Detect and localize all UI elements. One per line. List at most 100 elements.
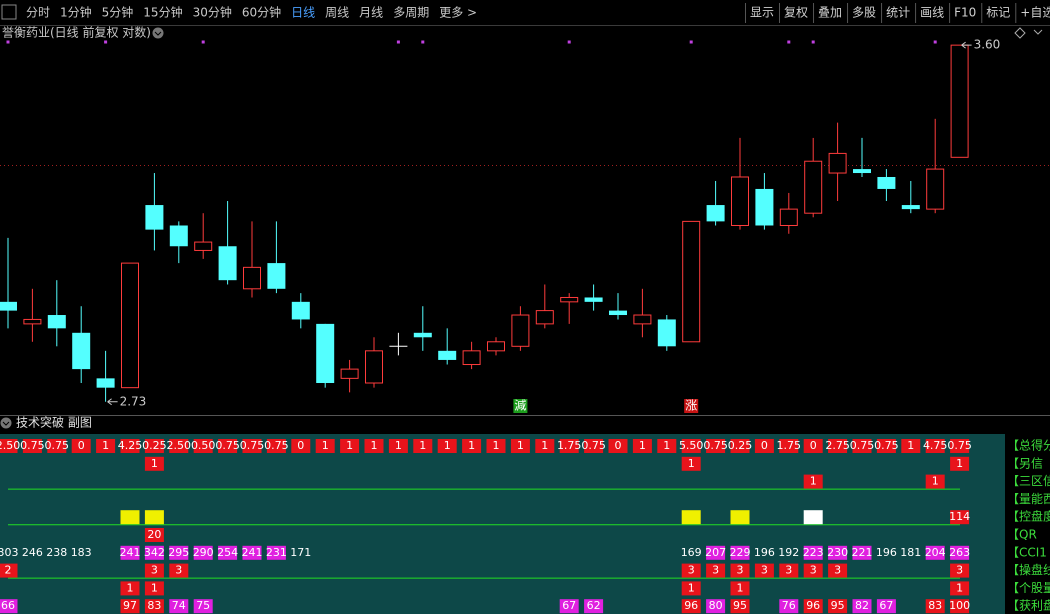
indicator-cell xyxy=(218,439,238,453)
indicator-value: 1 xyxy=(151,581,158,594)
indicator-value: 1 xyxy=(907,439,914,452)
indicator-cell xyxy=(144,528,164,542)
indicator-value: 0 xyxy=(810,439,817,452)
signal-dot xyxy=(104,40,108,44)
indicator-value: 0.75 xyxy=(581,439,606,452)
indicator-cell xyxy=(364,439,384,453)
tool-button[interactable]: 画线 xyxy=(920,6,944,20)
indicator-cell xyxy=(169,545,189,560)
indicator-value: 1 xyxy=(663,439,670,452)
indicator-cell xyxy=(754,563,774,578)
indicator-value: 0 xyxy=(615,439,622,452)
indicator-cell xyxy=(144,439,164,453)
candle-body xyxy=(267,263,286,289)
indicator-cell xyxy=(925,545,945,560)
period-tab[interactable]: 月线 xyxy=(359,6,383,20)
tool-button[interactable]: 统计 xyxy=(886,6,910,20)
extreme-label: 3.60 xyxy=(974,38,1001,52)
indicator-value: 0 xyxy=(78,439,85,452)
indicator-cell xyxy=(291,439,311,453)
period-tab[interactable]: 15分钟 xyxy=(143,5,182,20)
candle-body xyxy=(438,350,457,360)
indicator-cell xyxy=(754,439,774,453)
indicator-value: 1 xyxy=(810,475,817,488)
indicator-value: 0.75 xyxy=(215,439,240,452)
indicator-value: 0.75 xyxy=(45,439,70,452)
tool-button[interactable]: 多股 xyxy=(852,6,876,20)
indicator-cell xyxy=(730,599,750,614)
indicator-label: 【CCI1 xyxy=(1007,545,1047,559)
period-tab[interactable]: 5分钟 xyxy=(102,5,134,20)
indicator-value: 1 xyxy=(395,439,402,452)
indicator-value: 0.75 xyxy=(240,439,265,452)
period-tab[interactable]: 60分钟 xyxy=(242,5,281,20)
indicator-cell xyxy=(950,599,970,614)
indicator-cell xyxy=(950,581,970,596)
indicator-cell xyxy=(71,439,91,453)
signal-dot xyxy=(396,40,400,44)
indicator-cell xyxy=(144,581,164,596)
indicator-value: 192 xyxy=(778,546,799,559)
period-tab[interactable]: 30分钟 xyxy=(193,5,232,20)
indicator-value: 196 xyxy=(754,546,775,559)
period-tab[interactable]: 1分钟 xyxy=(60,5,92,20)
indicator-value: 3 xyxy=(956,564,963,577)
menu-icon[interactable] xyxy=(1,4,17,20)
indicator-value: 66 xyxy=(1,599,15,612)
indicator-cell xyxy=(242,545,262,560)
signal-dot xyxy=(421,40,425,44)
indicator-value: 0.75 xyxy=(264,439,289,452)
tool-button[interactable]: 标记 xyxy=(986,6,1010,20)
indicator-value: 204 xyxy=(925,546,946,559)
indicator-cell xyxy=(120,599,140,614)
indicator-cell xyxy=(681,563,701,578)
signal-dot xyxy=(787,40,791,44)
tool-button[interactable]: 叠加 xyxy=(818,6,842,20)
indicator-cell xyxy=(779,599,799,614)
indicator-value: 3 xyxy=(834,564,841,577)
indicator-value: 1 xyxy=(127,581,134,594)
tool-button[interactable]: 显示 xyxy=(750,6,774,20)
indicator-value: 246 xyxy=(22,546,43,559)
tool-button[interactable]: 复权 xyxy=(784,6,808,20)
panel-menu-icon[interactable] xyxy=(0,417,12,429)
tool-button[interactable]: F10 xyxy=(954,6,976,20)
indicator-value: 1 xyxy=(688,581,695,594)
indicator-value: 95 xyxy=(831,599,845,612)
indicator-value: 0.75 xyxy=(947,439,972,452)
diamond-icon[interactable] xyxy=(1014,27,1026,39)
indicator-value: 241 xyxy=(120,546,141,559)
indicator-value: 5.50 xyxy=(679,439,704,452)
extreme-arrow xyxy=(961,41,972,49)
signal-marker-bg xyxy=(684,399,699,413)
signal-dot xyxy=(201,40,205,44)
candle-body xyxy=(413,332,432,338)
title-menu-icon[interactable] xyxy=(152,27,164,39)
indicator-cell xyxy=(193,599,213,614)
period-tab[interactable]: 分时 xyxy=(26,6,50,20)
indicator-cell xyxy=(803,545,823,560)
period-tab[interactable]: 日线 xyxy=(291,6,315,20)
indicator-value: 196 xyxy=(876,546,897,559)
indicator-value: 4.75 xyxy=(923,439,948,452)
period-tab[interactable]: 更多 > xyxy=(439,6,477,20)
indicator-cell xyxy=(510,439,530,453)
indicator-cell xyxy=(0,599,18,614)
candle-body xyxy=(194,241,213,251)
indicator-cell xyxy=(901,439,921,453)
indicator-value: 2.75 xyxy=(825,439,850,452)
indicator-value: 1 xyxy=(737,581,744,594)
period-tab[interactable]: 多周期 xyxy=(393,6,429,20)
extreme-arrow xyxy=(107,398,118,406)
indicator-value: 0.75 xyxy=(850,439,875,452)
tool-button[interactable]: +自选 xyxy=(1020,6,1050,20)
candle-body xyxy=(853,169,871,174)
indicator-value: 2.50 xyxy=(167,439,192,452)
candle-body xyxy=(731,176,749,226)
indicator-value: 1 xyxy=(346,439,353,452)
candle-body xyxy=(145,205,164,230)
collapse-icon[interactable] xyxy=(1033,29,1043,35)
period-tab[interactable]: 周线 xyxy=(325,6,349,20)
indicator-cell xyxy=(803,563,823,578)
